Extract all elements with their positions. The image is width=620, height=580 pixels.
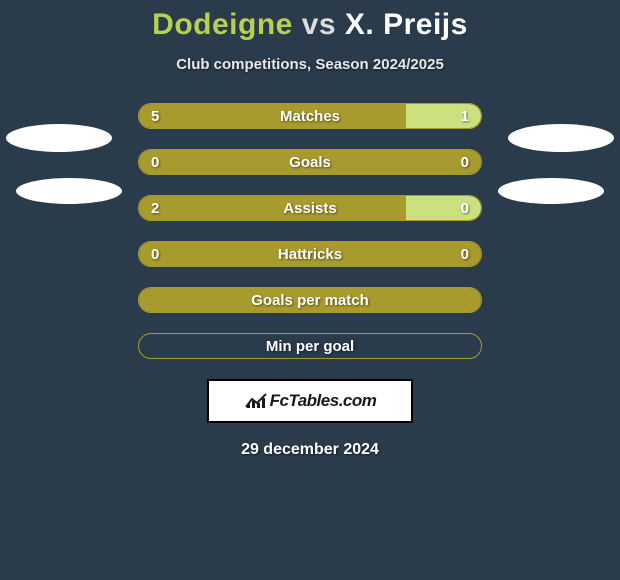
stat-value-left: 2: [151, 200, 159, 217]
bar-fill-left: [139, 196, 406, 220]
stat-label: Min per goal: [266, 338, 354, 355]
stat-value-left: 0: [151, 246, 159, 263]
stat-label: Assists: [283, 200, 336, 217]
stat-row: 2 0 Assists: [0, 195, 620, 221]
stat-label: Goals: [289, 154, 331, 171]
stat-bar: 2 0 Assists: [138, 195, 482, 221]
stat-bar: Min per goal: [138, 333, 482, 359]
stat-label: Goals per match: [251, 292, 369, 309]
stat-value-left: 5: [151, 108, 159, 125]
stat-row: Goals per match: [0, 287, 620, 313]
brand-text: FcTables.com: [270, 391, 377, 411]
stat-row: Min per goal: [0, 333, 620, 359]
player1-name: Dodeigne: [152, 8, 293, 41]
stat-value-right: 0: [461, 246, 469, 263]
player2-name: X. Preijs: [345, 8, 468, 41]
subtitle: Club competitions, Season 2024/2025: [0, 56, 620, 73]
stat-bar: Goals per match: [138, 287, 482, 313]
stat-label: Hattricks: [278, 246, 342, 263]
stat-value-right: 0: [461, 154, 469, 171]
brand-badge: FcTables.com: [207, 379, 413, 423]
stats-area: 5 1 Matches 0 0 Goals 2 0 Assists 0 0 Hattricks Goal…: [0, 103, 620, 359]
date: 29 december 2024: [0, 441, 620, 459]
stat-row: 0 0 Goals: [0, 149, 620, 175]
stat-label: Matches: [280, 108, 340, 125]
stat-bar: 5 1 Matches: [138, 103, 482, 129]
stat-value-left: 0: [151, 154, 159, 171]
stat-value-right: 1: [461, 108, 469, 125]
stat-bar: 0 0 Goals: [138, 149, 482, 175]
bar-fill-right: [406, 104, 481, 128]
title: Dodeigne vs X. Preijs: [0, 8, 620, 42]
stat-bar: 0 0 Hattricks: [138, 241, 482, 267]
stat-value-right: 0: [461, 200, 469, 217]
vs-text: vs: [302, 8, 336, 41]
bar-fill-right: [406, 196, 481, 220]
stat-row: 0 0 Hattricks: [0, 241, 620, 267]
comparison-infographic: Dodeigne vs X. Preijs Club competitions,…: [0, 0, 620, 580]
stat-row: 5 1 Matches: [0, 103, 620, 129]
bar-fill-left: [139, 104, 406, 128]
chart-icon: [244, 391, 268, 411]
